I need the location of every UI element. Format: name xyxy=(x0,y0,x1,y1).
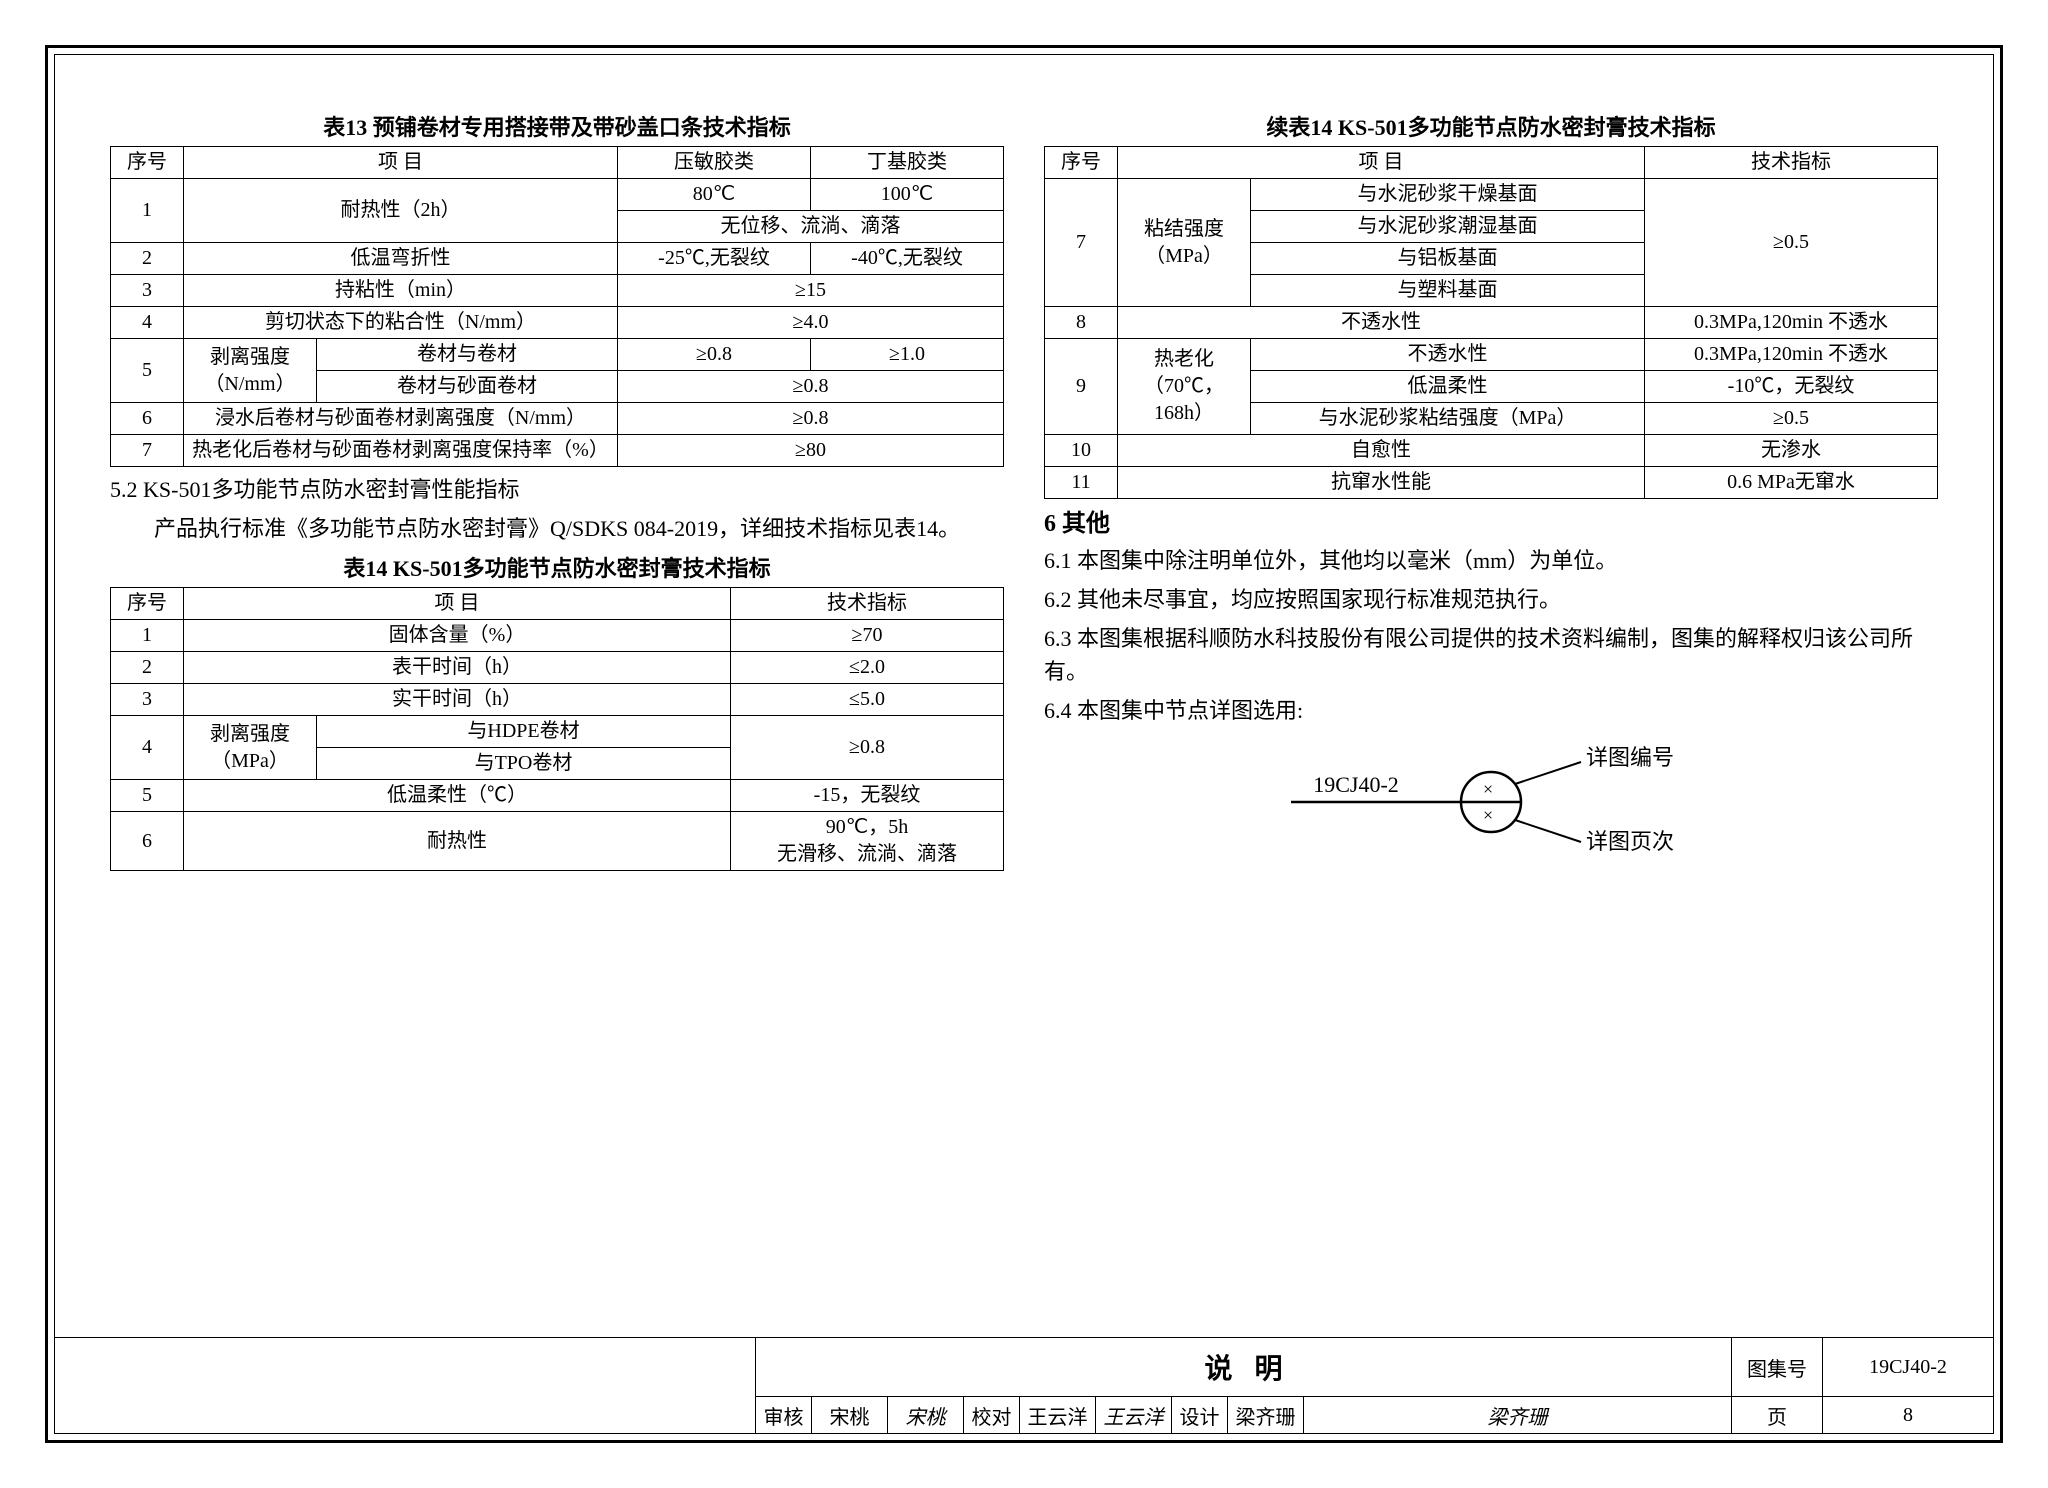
svg-text:详图编号: 详图编号 xyxy=(1586,745,1674,770)
table13-title: 表13 预铺卷材专用搭接带及带砂盖口条技术指标 xyxy=(110,110,1004,142)
table14-title: 表14 KS-501多功能节点防水密封膏技术指标 xyxy=(110,551,1004,583)
section-6-1: 6.1 本图集中除注明单位外，其他均以毫米（mm）为单位。 xyxy=(1044,544,1938,577)
section-6-3: 6.3 本图集根据科顺防水科技股份有限公司提供的技术资料编制，图集的解释权归该公… xyxy=(1044,622,1938,688)
set-no-label: 图集号 xyxy=(1732,1338,1823,1396)
section-6-2: 6.2 其他未尽事宜，均应按照国家现行标准规范执行。 xyxy=(1044,583,1938,616)
page-label: 页 xyxy=(1732,1397,1823,1433)
svg-text:详图页次: 详图页次 xyxy=(1586,829,1674,854)
page-number: 8 xyxy=(1823,1397,1993,1433)
section-6-4: 6.4 本图集中节点详图选用: xyxy=(1044,694,1938,727)
set-no-value: 19CJ40-2 xyxy=(1823,1338,1993,1396)
text-5-2-body: 产品执行标准《多功能节点防水密封膏》Q/SDKS 084-2019，详细技术指标… xyxy=(110,512,1004,545)
table14c-title: 续表14 KS-501多功能节点防水密封膏技术指标 xyxy=(1044,110,1938,142)
table13: 序号 项 目 压敏胶类 丁基胶类 1 耐热性（2h） 80℃ 100℃ 无位移、… xyxy=(110,146,1004,467)
title-block: 说明 图集号 19CJ40-2 审核 宋桃 宋桃 校对 王云洋 王云洋 设计 梁… xyxy=(55,1337,1993,1433)
section-6-heading: 6 其他 xyxy=(1044,503,1938,538)
table14: 序号 项 目 技术指标 1固体含量（%）≥70 2表干时间（h）≤2.0 3实干… xyxy=(110,587,1004,871)
table14-continued: 序号 项 目 技术指标 7 粘结强度（MPa） 与水泥砂浆干燥基面 ≥0.5 与… xyxy=(1044,146,1938,499)
svg-text:19CJ40-2: 19CJ40-2 xyxy=(1313,772,1399,797)
svg-text:×: × xyxy=(1483,805,1493,825)
detail-symbol-diagram: × × 19CJ40-2 详图编号 详图页次 xyxy=(1044,737,1938,867)
svg-text:×: × xyxy=(1483,779,1493,799)
text-5-2-title: 5.2 KS-501多功能节点防水密封膏性能指标 xyxy=(110,473,1004,506)
drawing-title: 说明 xyxy=(756,1338,1732,1396)
